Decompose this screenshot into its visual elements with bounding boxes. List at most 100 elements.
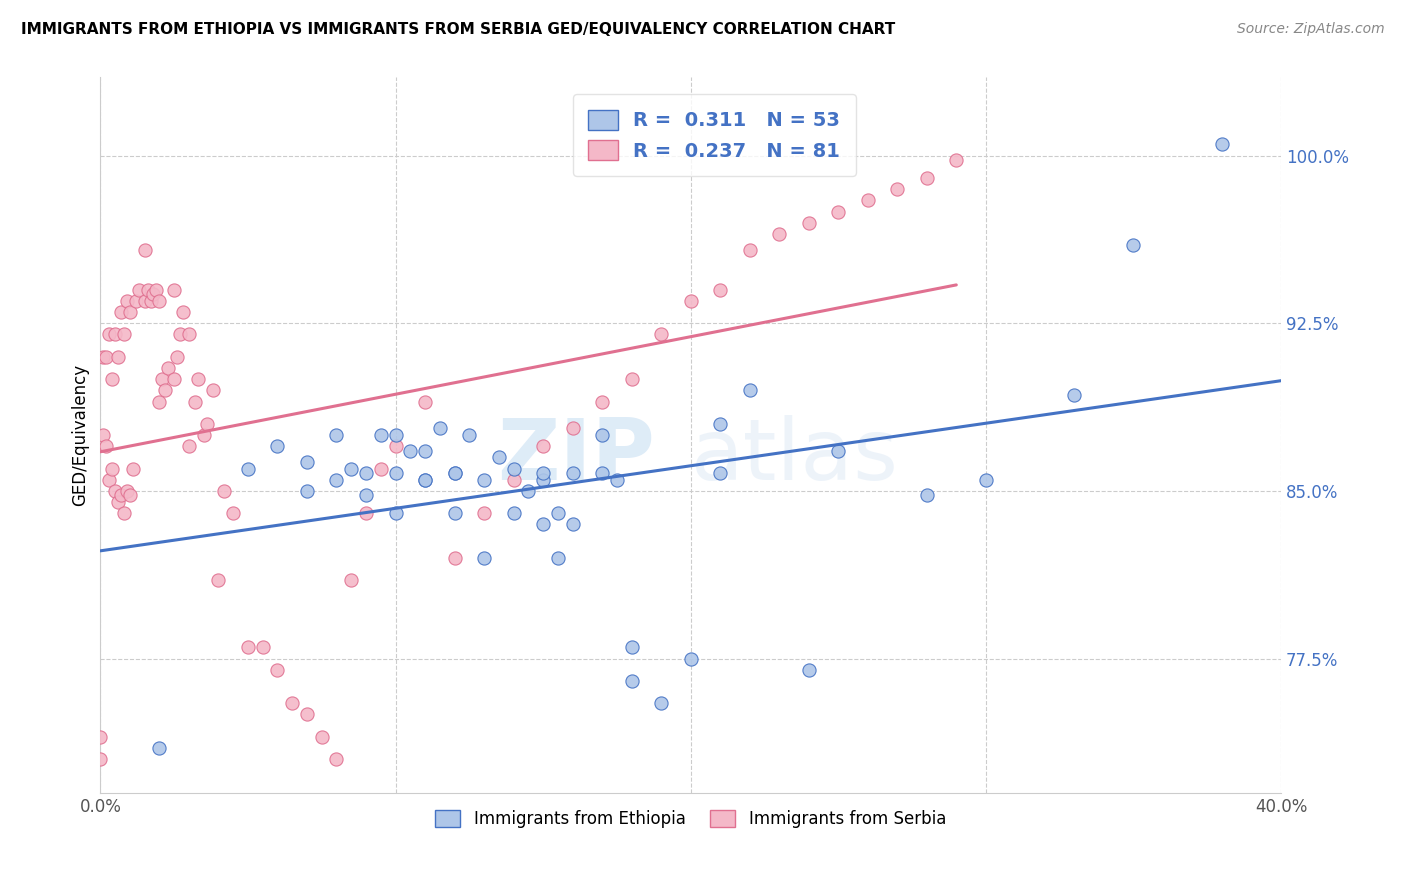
Point xyxy=(679,651,702,665)
Point xyxy=(107,350,129,364)
Point xyxy=(384,466,406,480)
Point xyxy=(797,216,820,230)
Point xyxy=(121,461,143,475)
Point xyxy=(547,551,569,566)
Point xyxy=(148,741,170,756)
Point xyxy=(620,640,643,655)
Point xyxy=(370,461,392,475)
Point xyxy=(134,243,156,257)
Point xyxy=(531,517,554,532)
Point xyxy=(115,483,138,498)
Point xyxy=(236,461,259,475)
Point xyxy=(384,506,406,520)
Point xyxy=(856,194,879,208)
Y-axis label: GED/Equivalency: GED/Equivalency xyxy=(72,364,89,506)
Point xyxy=(110,305,132,319)
Point xyxy=(112,327,135,342)
Point xyxy=(125,293,148,308)
Point xyxy=(945,153,967,168)
Point xyxy=(443,466,465,480)
Point xyxy=(370,428,392,442)
Point xyxy=(96,350,118,364)
Point xyxy=(295,707,318,722)
Point xyxy=(531,439,554,453)
Point xyxy=(531,473,554,487)
Text: IMMIGRANTS FROM ETHIOPIA VS IMMIGRANTS FROM SERBIA GED/EQUIVALENCY CORRELATION C: IMMIGRANTS FROM ETHIOPIA VS IMMIGRANTS F… xyxy=(21,22,896,37)
Point xyxy=(184,394,207,409)
Point xyxy=(384,439,406,453)
Point xyxy=(163,372,186,386)
Point xyxy=(281,696,304,710)
Point xyxy=(145,283,167,297)
Point xyxy=(195,417,218,431)
Point xyxy=(709,283,731,297)
Point xyxy=(177,439,200,453)
Point xyxy=(679,293,702,308)
Point xyxy=(797,663,820,677)
Point xyxy=(517,483,540,498)
Point xyxy=(591,428,613,442)
Point xyxy=(429,421,451,435)
Point xyxy=(169,327,191,342)
Point xyxy=(886,182,908,196)
Point xyxy=(413,473,436,487)
Point xyxy=(134,293,156,308)
Point xyxy=(472,506,495,520)
Text: Source: ZipAtlas.com: Source: ZipAtlas.com xyxy=(1237,22,1385,37)
Point xyxy=(709,466,731,480)
Point xyxy=(193,428,215,442)
Point xyxy=(163,283,186,297)
Point xyxy=(166,350,188,364)
Point xyxy=(561,466,583,480)
Point xyxy=(118,488,141,502)
Point xyxy=(561,517,583,532)
Point xyxy=(187,372,209,386)
Point xyxy=(207,574,229,588)
Point xyxy=(155,384,177,398)
Text: ZIP: ZIP xyxy=(498,415,655,498)
Point xyxy=(340,461,363,475)
Point xyxy=(591,394,613,409)
Point xyxy=(98,327,121,342)
Point xyxy=(709,417,731,431)
Point xyxy=(107,495,129,509)
Point xyxy=(974,473,997,487)
Point xyxy=(620,673,643,688)
Point xyxy=(443,551,465,566)
Point xyxy=(547,506,569,520)
Point xyxy=(110,488,132,502)
Point xyxy=(148,293,170,308)
Point xyxy=(252,640,274,655)
Point xyxy=(325,473,347,487)
Point xyxy=(354,488,377,502)
Legend: Immigrants from Ethiopia, Immigrants from Serbia: Immigrants from Ethiopia, Immigrants fro… xyxy=(429,803,953,834)
Point xyxy=(136,283,159,297)
Point xyxy=(650,327,672,342)
Point xyxy=(531,466,554,480)
Point xyxy=(91,350,114,364)
Point xyxy=(139,293,162,308)
Point xyxy=(768,227,790,241)
Point xyxy=(458,428,481,442)
Point xyxy=(104,483,127,498)
Point xyxy=(172,305,194,319)
Point xyxy=(98,473,121,487)
Point xyxy=(502,461,524,475)
Point xyxy=(413,394,436,409)
Text: atlas: atlas xyxy=(690,415,898,498)
Point xyxy=(295,455,318,469)
Point xyxy=(201,384,224,398)
Point xyxy=(384,428,406,442)
Point xyxy=(354,506,377,520)
Point xyxy=(502,506,524,520)
Point xyxy=(115,293,138,308)
Point xyxy=(915,171,938,186)
Point xyxy=(236,640,259,655)
Point xyxy=(1122,238,1144,252)
Point xyxy=(266,439,288,453)
Point xyxy=(827,204,849,219)
Point xyxy=(91,428,114,442)
Point xyxy=(157,361,180,376)
Point xyxy=(148,394,170,409)
Point xyxy=(104,327,127,342)
